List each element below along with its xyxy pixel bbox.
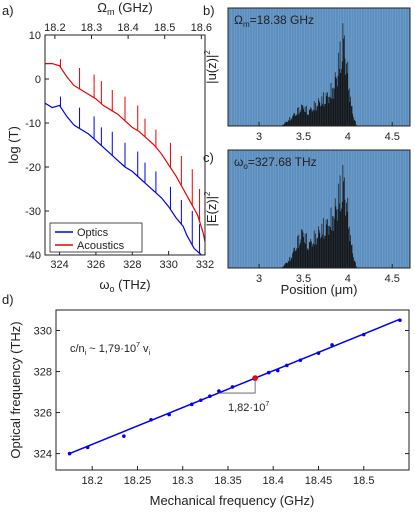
panel-d-axes: 18.2 18.25 18.3 18.35 18.4 18.45 18.5 324 326 328… [34, 326, 409, 487]
panel-c-frame [227, 149, 411, 269]
data-point [316, 351, 321, 355]
data-point [167, 412, 171, 417]
x-tick-label: 326 [87, 259, 105, 271]
y-tick-label: -40 [25, 250, 41, 262]
data-point [298, 358, 303, 363]
data-point [285, 363, 289, 368]
panel-b-axes: 3 3.5 4 4.5 [256, 122, 400, 143]
top-x-tick-label: 18.4 [117, 22, 138, 34]
panel-a-ylabel: log (T) [6, 126, 21, 164]
x-tick-label: 3.5 [296, 131, 311, 143]
data-point [330, 343, 334, 347]
data-point [361, 332, 366, 337]
top-x-tick-label: 18.5 [154, 22, 175, 34]
series-line-optics [45, 102, 205, 255]
data-point [230, 385, 235, 389]
x-tick-label: 328 [123, 259, 141, 271]
data-point [275, 368, 280, 373]
top-x-tick-label: 18.3 [81, 22, 102, 34]
panel-b-chart: 3 3.5 4 4.5 Ωm=18.38 GHz |u(z)|2 [203, 7, 411, 143]
panel-b-annotation: Ωm=18.38 GHz [234, 13, 314, 29]
data-point [122, 434, 126, 438]
panel-a-series [45, 59, 205, 255]
panel-a-frame [44, 34, 206, 256]
panel-c-chart: 3 3.5 4 4.5 ωo=327.68 THz |E(z)|2 Position … [203, 149, 411, 297]
x-tick-label: 3.5 [296, 273, 311, 285]
data-point [398, 318, 402, 323]
panel-a-xlabel: ωo (THz) [99, 277, 150, 294]
panel-b-frame [227, 7, 411, 127]
panel-c-annotation: ωo=327.68 THz [234, 155, 317, 171]
panel-a-top-xlabel: Ωm (GHz) [97, 0, 153, 17]
panel-d-xlabel: Mechanical frequency (GHz) [150, 493, 315, 508]
panel-label-a: a) [2, 3, 14, 18]
panel-c-ylabel: |E(z)|2 [203, 191, 219, 227]
panel-d-plot [67, 318, 402, 456]
panel-a-chart: 324 326 328 330 332 18.2 18.3 18.4 18.5 18.6 10 0 -1… [6, 0, 214, 294]
y-tick-label: 324 [34, 449, 52, 461]
slope-triangle [218, 378, 256, 394]
y-tick-label: 326 [34, 408, 52, 420]
data-point [85, 445, 90, 450]
x-tick-label: 324 [50, 259, 68, 271]
x-tick-label: 18.35 [214, 475, 242, 487]
slope-triangle-lines [218, 378, 256, 394]
top-x-tick-label: 18.6 [191, 22, 212, 34]
x-tick-label: 18.2 [81, 475, 102, 487]
panel-label-d: d) [2, 292, 14, 307]
panel-c-profile [281, 164, 357, 268]
x-tick-label: 4 [345, 273, 351, 285]
data-point [217, 389, 221, 393]
y-tick-label: 330 [34, 326, 52, 338]
series-line-acoustics [45, 63, 205, 242]
data-point [67, 451, 72, 456]
panel-b-ylabel: |u(z)|2 [203, 50, 219, 84]
panel-label-c: c) [203, 150, 214, 165]
data-point [199, 398, 203, 403]
panel-c-axes: 3 3.5 4 4.5 [256, 264, 400, 285]
x-tick-label: 3 [256, 131, 262, 143]
data-point [266, 370, 271, 375]
panel-b-profile [281, 23, 357, 126]
panel-d-frame [55, 309, 410, 471]
data-point [189, 402, 194, 407]
x-tick-label: 4 [345, 131, 351, 143]
slope-label: 1,82·107 [228, 401, 269, 414]
legend-box [49, 222, 143, 253]
legend-label-acoustics: Acoustics [77, 240, 125, 252]
data-point [208, 394, 212, 398]
y-tick-label: -20 [25, 162, 41, 174]
y-tick-label: 328 [34, 367, 52, 379]
x-tick-label: 18.3 [172, 475, 193, 487]
data-point [149, 417, 153, 422]
x-tick-label: 332 [196, 259, 214, 271]
y-tick-label: -10 [25, 118, 41, 130]
panel-d-chart: 18.2 18.25 18.3 18.35 18.4 18.45 18.5 324 326 328… [8, 309, 410, 508]
legend-label-optics: Optics [77, 227, 109, 239]
y-tick-label: 10 [29, 30, 41, 42]
panel-a-axes: 324 326 328 330 332 18.2 18.3 18.4 18.5 18.6 10 0 -1… [25, 22, 214, 271]
x-tick-label: 330 [159, 259, 177, 271]
panel-d-annotation: c/ni ~ 1,79·107 vi [70, 342, 151, 357]
x-tick-label: 4.5 [385, 131, 400, 143]
panel-label-b: b) [203, 3, 215, 18]
y-tick-label: 0 [35, 74, 41, 86]
panel-c-xlabel: Position (μm) [281, 282, 358, 297]
x-tick-label: 4.5 [385, 273, 400, 285]
x-tick-label: 18.45 [305, 475, 333, 487]
x-tick-label: 18.5 [353, 475, 374, 487]
fit-line [69, 318, 401, 455]
x-tick-label: 18.4 [263, 475, 284, 487]
x-tick-label: 3 [256, 273, 262, 285]
x-tick-label: 18.25 [124, 475, 152, 487]
y-tick-label: -30 [25, 206, 41, 218]
panel-a-legend: Optics Acoustics [49, 222, 143, 253]
top-x-tick-label: 18.2 [44, 22, 65, 34]
panel-d-ylabel: Optical frequency (THz) [8, 321, 23, 458]
